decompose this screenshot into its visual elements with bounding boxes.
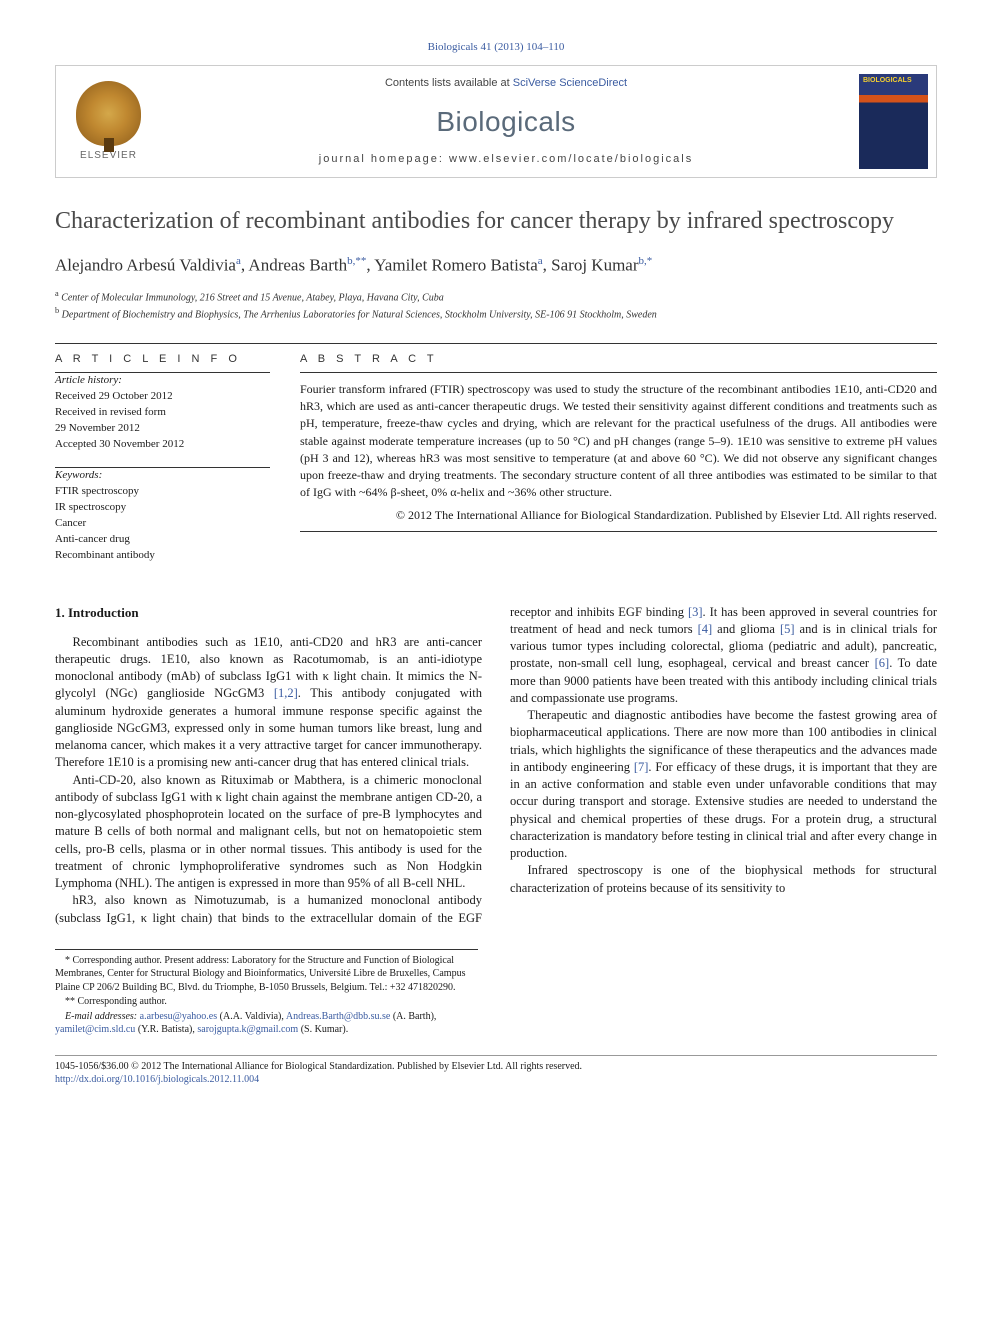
- journal-cover-block: BIOLOGICALS: [851, 66, 936, 177]
- abstract-text: Fourier transform infrared (FTIR) spectr…: [300, 381, 937, 500]
- abstract-column: A B S T R A C T Fourier transform infrar…: [300, 344, 937, 578]
- body-p2: Anti-CD-20, also known as Rituximab or M…: [55, 772, 482, 893]
- doi-link[interactable]: http://dx.doi.org/10.1016/j.biologicals.…: [55, 1074, 259, 1085]
- body-text: 1. Introduction Recombinant antibodies s…: [55, 604, 937, 927]
- keywords-label: Keywords:: [55, 469, 102, 481]
- footnote-emails: E-mail addresses: a.arbesu@yahoo.es (A.A…: [55, 1010, 478, 1037]
- article-title: Characterization of recombinant antibodi…: [55, 206, 937, 236]
- contents-line: Contents lists available at SciVerse Sci…: [181, 76, 831, 91]
- body-p4: Therapeutic and diagnostic antibodies ha…: [510, 707, 937, 862]
- footnotes: * Corresponding author. Present address:…: [55, 949, 478, 1037]
- citation-line: Biologicals 41 (2013) 104–110: [55, 40, 937, 55]
- authors-line: Alejandro Arbesú Valdiviaa, Andreas Bart…: [55, 254, 937, 278]
- cover-title: BIOLOGICALS: [863, 76, 912, 85]
- elsevier-logo-block: ELSEVIER: [56, 66, 161, 177]
- journal-cover-thumb: BIOLOGICALS: [859, 74, 928, 169]
- abstract-heading: A B S T R A C T: [300, 352, 937, 367]
- header-center: Contents lists available at SciVerse Sci…: [161, 66, 851, 177]
- affiliations: a Center of Molecular Immunology, 216 St…: [55, 288, 937, 323]
- history-label: Article history:: [55, 374, 122, 386]
- emails-label: E-mail addresses:: [65, 1011, 137, 1022]
- homepage-prefix: journal homepage:: [319, 153, 449, 165]
- homepage-url[interactable]: www.elsevier.com/locate/biologicals: [449, 153, 693, 165]
- journal-header: ELSEVIER Contents lists available at Sci…: [55, 65, 937, 178]
- rule-abstract: [300, 372, 937, 373]
- footnote-2: ** Corresponding author.: [55, 995, 478, 1009]
- journal-name: Biologicals: [181, 103, 831, 141]
- sciencedirect-link[interactable]: SciVerse ScienceDirect: [513, 77, 627, 89]
- article-info-heading: A R T I C L E I N F O: [55, 352, 270, 367]
- intro-heading: 1. Introduction: [55, 604, 482, 622]
- rule-abstract-bottom: [300, 531, 937, 532]
- abstract-copyright: © 2012 The International Alliance for Bi…: [300, 507, 937, 524]
- elsevier-tree-icon: [76, 81, 141, 146]
- bottom-bar: 1045-1056/$36.00 © 2012 The Internationa…: [55, 1055, 937, 1087]
- article-info-column: A R T I C L E I N F O Article history: R…: [55, 344, 270, 578]
- keywords-block: Keywords: FTIR spectroscopyIR spectrosco…: [55, 468, 270, 564]
- journal-homepage: journal homepage: www.elsevier.com/locat…: [181, 152, 831, 167]
- contents-prefix: Contents lists available at: [385, 77, 513, 89]
- body-p5: Infrared spectroscopy is one of the biop…: [510, 862, 937, 897]
- bottom-line1: 1045-1056/$36.00 © 2012 The Internationa…: [55, 1060, 937, 1074]
- article-history: Article history: Received 29 October 201…: [55, 373, 270, 453]
- footnote-1: * Corresponding author. Present address:…: [55, 954, 478, 995]
- body-p1: Recombinant antibodies such as 1E10, ant…: [55, 634, 482, 772]
